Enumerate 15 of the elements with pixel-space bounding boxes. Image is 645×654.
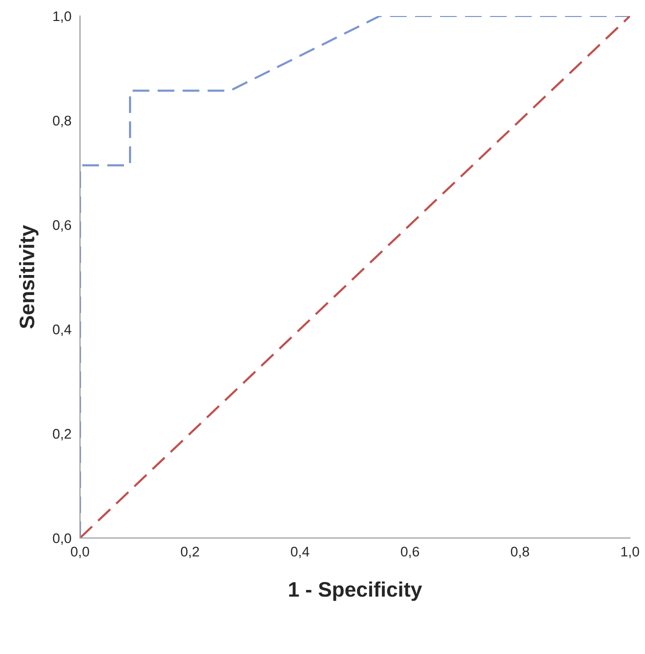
- x-axis-title: 1 - Specificity: [289, 582, 422, 601]
- x-tick-label: 0,8: [510, 546, 530, 558]
- x-tick-label: 0,0: [70, 546, 90, 558]
- y-tick-label: 0,8: [52, 116, 72, 128]
- y-axis-title: Sensitivity: [19, 225, 38, 328]
- y-tick-label: 0,0: [52, 533, 72, 545]
- line-series: [80, 16, 630, 538]
- y-tick-label: 0,2: [52, 428, 71, 440]
- y-tick-label: 0,4: [52, 324, 72, 336]
- y-tick-label: 1,0: [53, 11, 72, 23]
- y-tick-label: 0,6: [52, 220, 72, 232]
- x-tick-label: 0,4: [290, 546, 310, 558]
- x-tick-label: 1,0: [621, 546, 640, 558]
- x-tick-label: 0,2: [180, 546, 199, 558]
- x-tick-label: 0,6: [400, 546, 420, 558]
